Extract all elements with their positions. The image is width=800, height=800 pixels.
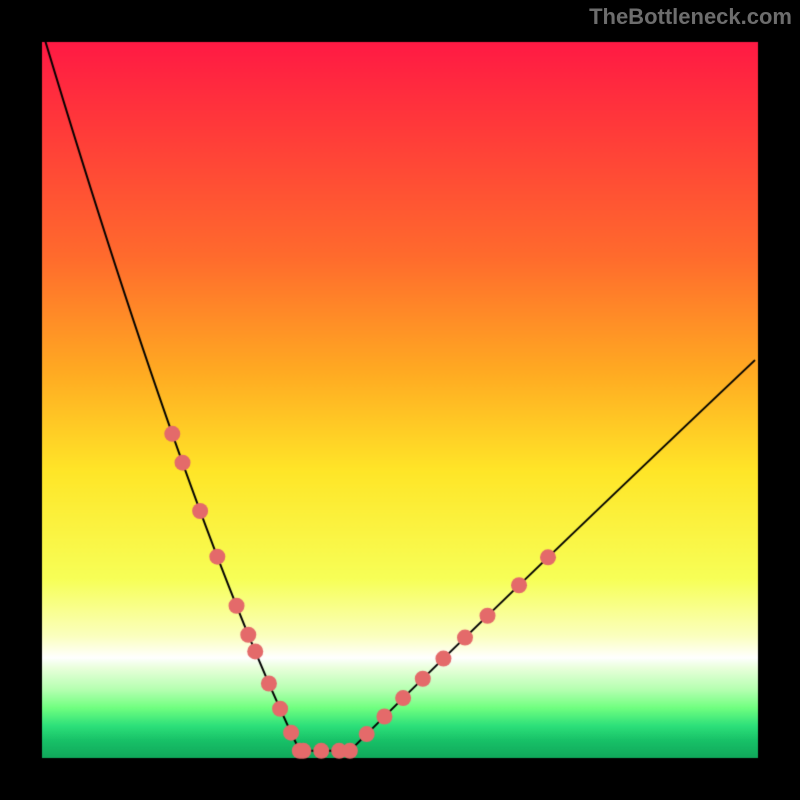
chart-stage: TheBottleneck.com [0, 0, 800, 800]
bottleneck-chart-canvas [0, 0, 800, 800]
